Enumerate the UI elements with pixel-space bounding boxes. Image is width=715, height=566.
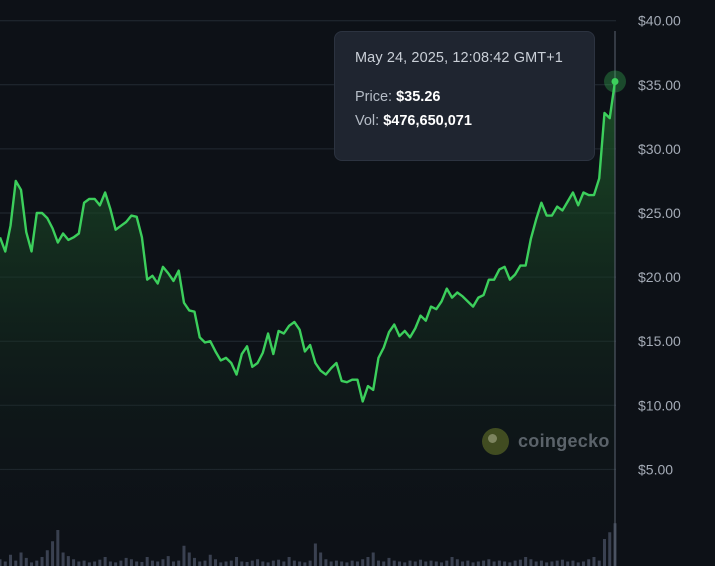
tooltip-price-row: Price: $35.26: [355, 89, 574, 105]
price-series-line[interactable]: [0, 81, 617, 403]
tooltip-price-value: $35.26: [396, 89, 441, 105]
y-tick-label: $40.00: [638, 13, 681, 29]
price-line[interactable]: [0, 70, 626, 403]
y-tick-label: $30.00: [638, 141, 681, 157]
watermark-text: coingecko: [518, 431, 610, 451]
price-tooltip: May 24, 2025, 12:08:42 GMT+1 Price: $35.…: [334, 31, 595, 161]
y-tick-label: $10.00: [638, 397, 681, 413]
tooltip-vol-row: Vol: $476,650,071: [355, 113, 574, 129]
tooltip-vol-value: $476,650,071: [383, 113, 472, 129]
tooltip-vol-label: Vol:: [355, 113, 380, 129]
coingecko-logo-icon: [482, 428, 509, 455]
hover-point[interactable]: [611, 77, 619, 85]
y-tick-label: $35.00: [638, 77, 681, 93]
tooltip-price-label: Price:: [355, 89, 393, 105]
price-area: [0, 81, 615, 566]
y-tick-label: $15.00: [638, 333, 681, 349]
price-area-fill: [0, 81, 615, 566]
y-axis: $5.00 $10.00 $15.00 $20.00 $25.00 $30.00 $35.0…: [638, 13, 681, 478]
y-tick-label: $20.00: [638, 269, 681, 285]
tooltip-date: May 24, 2025, 12:08:42 GMT+1: [355, 50, 563, 66]
y-tick-label: $5.00: [638, 461, 673, 477]
y-tick-label: $25.00: [638, 205, 681, 221]
coingecko-watermark: coingecko: [482, 428, 610, 455]
